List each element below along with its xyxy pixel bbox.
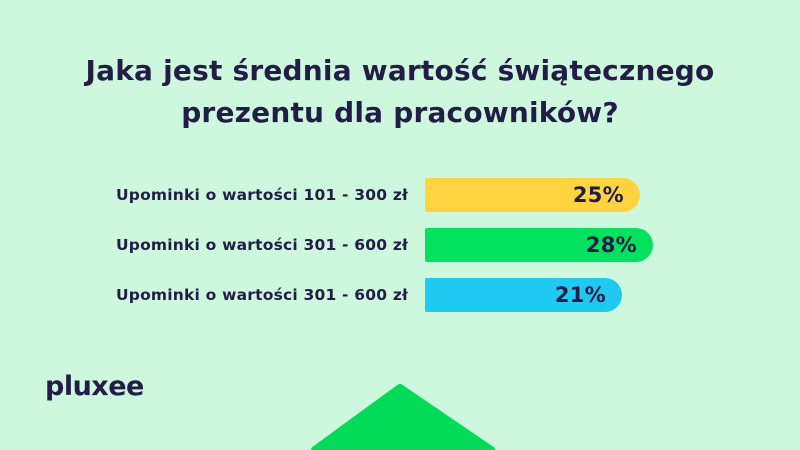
title-line-2: prezentu dla pracowników?: [181, 96, 619, 129]
bar-label: Upominki o wartości 301 - 600 zł: [116, 236, 408, 254]
bar-chart: Upominki o wartości 101 - 300 zł 25% Upo…: [0, 178, 800, 328]
pluxee-logo: pluxee: [45, 371, 144, 402]
bar-value: 25%: [572, 183, 624, 207]
bar-value: 28%: [585, 233, 637, 257]
bar-label: Upominki o wartości 301 - 600 zł: [116, 286, 408, 304]
bar-row: Upominki o wartości 301 - 600 zł 21%: [0, 278, 800, 312]
bar-row: Upominki o wartości 101 - 300 zł 25%: [0, 178, 800, 212]
bar: 28%: [425, 228, 653, 262]
arrow-triangle-shape: [311, 384, 495, 450]
bar-value: 21%: [554, 283, 606, 307]
up-arrow-icon: [311, 384, 495, 450]
bar: 21%: [425, 278, 622, 312]
bar: 25%: [425, 178, 640, 212]
bar-row: Upominki o wartości 301 - 600 zł 28%: [0, 228, 800, 262]
title-line-1: Jaka jest średnia wartość świątecznego: [85, 54, 715, 87]
bar-label: Upominki o wartości 101 - 300 zł: [116, 186, 408, 204]
page-title: Jaka jest średnia wartość świątecznego p…: [0, 50, 800, 134]
